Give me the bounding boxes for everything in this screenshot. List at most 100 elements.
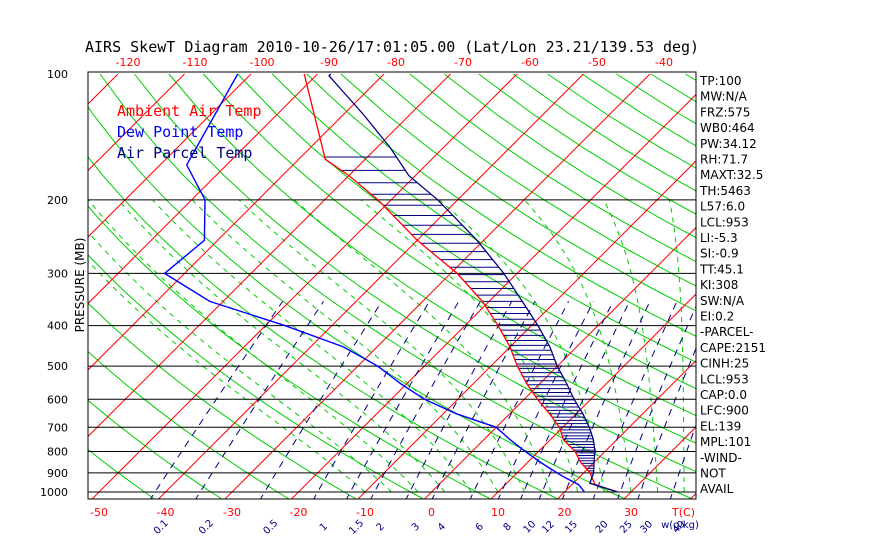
- bottom-temp-tick-label: 20: [558, 506, 572, 519]
- dry-adiabat-line: [443, 73, 696, 239]
- mixing-ratio-line: [313, 301, 430, 499]
- pressure-tick-label: 600: [47, 393, 68, 406]
- pressure-tick-label: 800: [47, 445, 68, 458]
- mixing-ratio-unit-label: w(g/kg): [661, 520, 699, 531]
- top-temp-tick-label: -110: [183, 56, 208, 69]
- top-temp-tick-label: -120: [116, 56, 141, 69]
- pressure-tick-label: 100: [47, 68, 68, 81]
- pressure-tick-label: 400: [47, 320, 68, 333]
- mixing-ratio-label: 4: [436, 521, 448, 533]
- index-entry: PW:34.12: [700, 137, 757, 151]
- isotherm-line: [0, 74, 52, 501]
- dry-adiabat-line: [88, 254, 425, 499]
- index-entry: TT:45.1: [699, 262, 744, 276]
- isotherm-line: [88, 73, 185, 172]
- isotherm-line: [88, 73, 451, 438]
- index-entry: CINH:25: [700, 357, 749, 371]
- mixing-ratio-label: 25: [618, 519, 635, 536]
- moist-adiabat-line: [668, 199, 685, 492]
- dry-adiabat-line: [88, 156, 560, 499]
- isotherm-line: [423, 226, 696, 499]
- temp-unit-label: T(C): [671, 506, 695, 519]
- bottom-temp-tick-label: 0: [428, 506, 435, 519]
- mixing-ratio-label: 12: [540, 519, 557, 536]
- bottom-temp-tick-label: -10: [356, 506, 374, 519]
- isotherm-line: [88, 73, 252, 238]
- mixing-ratio-label: 15: [563, 519, 580, 536]
- index-entry: EI:0.2: [700, 310, 734, 324]
- mixing-ratio-line: [538, 301, 630, 499]
- dry-adiabat-line: [375, 73, 696, 287]
- index-entry: L57:6.0: [700, 200, 745, 214]
- isotherm-line: [224, 73, 651, 499]
- chart-title: AIRS SkewT Diagram 2010-10-26/17:01:05.0…: [85, 38, 699, 56]
- profile-series: [163, 73, 618, 493]
- pressure-tick-label: 200: [47, 194, 68, 207]
- top-temp-tick-label: -60: [521, 56, 539, 69]
- legend-entry: Air Parcel Temp: [117, 144, 252, 162]
- mixing-ratio-label: 0.2: [197, 518, 216, 537]
- mixing-ratio-label: 20: [594, 519, 611, 536]
- mixing-ratio-label: 10: [522, 519, 539, 536]
- dry-adiabat-line: [99, 73, 694, 499]
- moist-adiabat-line: [117, 199, 446, 493]
- index-entry: WB0:464: [700, 121, 755, 135]
- index-entry: LFC:900: [700, 404, 749, 418]
- index-entry: MW:N/A: [700, 90, 748, 104]
- mixing-ratio-line: [259, 301, 383, 499]
- cape-hatching: [324, 156, 595, 477]
- y-axis-label: PRESSURE (MB): [73, 238, 87, 333]
- index-entry: TH:5463: [699, 184, 751, 198]
- legend: Ambient Air Temp Dew Point Temp Air Parcel…: [117, 102, 262, 162]
- isotherm-line: [88, 73, 385, 371]
- bottom-temp-tick-label: -40: [157, 506, 175, 519]
- top-temp-tick-label: -100: [250, 56, 275, 69]
- bottom-temp-tick-label: -30: [223, 506, 241, 519]
- dry-adiabat-line: [88, 105, 627, 499]
- isotherm-line: [88, 73, 119, 105]
- moist-adiabat-line: [191, 199, 499, 493]
- dry-adiabat-line: [409, 73, 696, 263]
- pressure-tick-label: 300: [47, 267, 68, 280]
- index-entry: EL:139: [700, 419, 741, 433]
- dry-adiabat-line: [306, 73, 696, 337]
- isotherm-line: [88, 73, 318, 305]
- isotherm-line: [755, 74, 870, 501]
- mixing-ratio-label: 6: [474, 521, 486, 533]
- index-entry: CAP:0.0: [700, 388, 747, 402]
- bottom-temp-tick-label: 30: [624, 506, 638, 519]
- bottom-temp-tick-label: -50: [90, 506, 108, 519]
- moist-adiabat-line: [88, 199, 419, 493]
- moist-adiabat-line: [152, 199, 472, 493]
- dry-adiabat-line: [88, 448, 156, 499]
- mixing-ratio-label: 8: [502, 521, 514, 533]
- top-temp-tick-label: -90: [320, 56, 338, 69]
- isotherm-line: [623, 426, 696, 499]
- index-entry: LI:-5.3: [700, 231, 738, 245]
- dry-adiabat-line: [478, 73, 696, 215]
- mixing-ratio-line: [497, 301, 594, 499]
- legend-entry: Dew Point Temp: [117, 123, 243, 141]
- mixing-ratio-label: 1.5: [347, 518, 366, 537]
- pressure-tick-label: 500: [47, 360, 68, 373]
- dry-adiabat-line: [340, 73, 696, 312]
- dry-adiabat-line: [203, 73, 696, 417]
- isotherm-line: [556, 359, 696, 499]
- index-entry: -WIND-: [700, 451, 742, 465]
- series-line-air-parcel-temp: [328, 73, 618, 493]
- index-entry: -PARCEL-: [700, 325, 754, 339]
- index-entry: MPL:101: [700, 435, 751, 449]
- dry-adiabat-line: [88, 399, 223, 499]
- dry-adiabat-line: [88, 302, 358, 499]
- dry-adiabat-line: [237, 73, 696, 390]
- series-line-dew-point-temp: [163, 73, 586, 493]
- moist-adiabat-line: [360, 199, 579, 493]
- moist-adiabat-line: [603, 199, 659, 493]
- isotherm-line: [157, 73, 584, 499]
- series-line-ambient-air-temp: [303, 73, 618, 493]
- bottom-temp-tick-label: -20: [290, 506, 308, 519]
- top-temp-tick-label: -70: [454, 56, 472, 69]
- index-entry: CAPE:2151: [700, 341, 766, 355]
